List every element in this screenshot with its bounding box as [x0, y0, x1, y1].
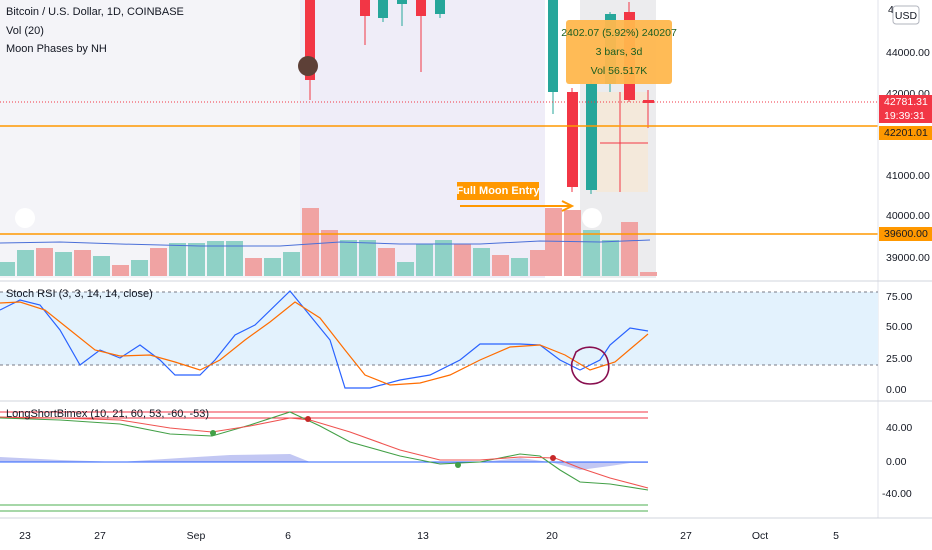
level-badge [879, 126, 932, 140]
pane-label: 75.00 [886, 291, 912, 303]
date-label: 27 [680, 530, 692, 542]
date-label: 20 [546, 530, 558, 542]
fast-line [0, 411, 649, 491]
pane-label: 0.00 [886, 456, 907, 468]
indicator-label[interactable]: Moon Phases by NH [6, 43, 107, 55]
new-moon [298, 56, 318, 76]
date-axis: 23 27 Sep 6 13 20 27 Oct 5 [19, 530, 839, 542]
volume-bars [0, 208, 657, 276]
cross-dot [550, 455, 556, 461]
level-price: 39600.00 [884, 228, 928, 240]
date-label: 23 [19, 530, 31, 542]
cross-dot [305, 416, 311, 422]
stoch-d [0, 301, 649, 386]
pane-label: -40.00 [882, 488, 912, 500]
date-label: 6 [285, 530, 291, 542]
currency[interactable]: USD [895, 10, 918, 22]
pane-label: 50.00 [886, 321, 912, 333]
symbol-title[interactable]: Bitcoin / U.S. Dollar, 1D, COINBASE [6, 6, 184, 18]
phase-band [300, 0, 545, 278]
measure-box [596, 92, 648, 192]
price-badge [879, 95, 932, 123]
stoch-band [0, 292, 878, 365]
cross-dot [210, 430, 216, 436]
level-price: 42201.01 [884, 127, 928, 139]
date-label: 27 [94, 530, 106, 542]
measure-tooltip [566, 20, 672, 84]
last-price: 42781.31 [884, 96, 928, 108]
pane-label: 25.00 [886, 353, 912, 365]
stoch-k [0, 290, 649, 389]
date-label: 13 [417, 530, 429, 542]
date-label: Sep [187, 530, 206, 542]
countdown: 19:39:31 [884, 110, 925, 122]
price-label: 41000.00 [886, 170, 930, 182]
pane-title[interactable]: LongShortBimex (10, 21, 60, 53, -60, -53… [6, 408, 209, 420]
price-label: 39000.00 [886, 252, 930, 264]
price-label: 44000.00 [886, 47, 930, 59]
annotation-box [457, 182, 539, 200]
pane-label: 0.00 [886, 384, 907, 396]
level-badge [879, 227, 932, 241]
slow-line [0, 416, 649, 489]
date-label: Oct [752, 530, 768, 542]
phase-band [0, 0, 300, 278]
full-moon [582, 208, 602, 228]
hand-drawn-circle [570, 346, 610, 385]
tooltip-line: 3 bars, 3d [596, 46, 643, 58]
cross-dot [455, 462, 461, 468]
volume-ma [0, 239, 651, 247]
annotation: Full Moon Entry [456, 185, 540, 197]
full-moon [15, 208, 35, 228]
indicator-label[interactable]: Vol (20) [6, 25, 44, 37]
tooltip-line: 2402.07 (5.92%) 240207 [561, 27, 677, 39]
pane-label: 40.00 [886, 422, 912, 434]
date-label: 5 [833, 530, 839, 542]
annotation-arrow [561, 200, 575, 212]
tooltip-line: Vol 56.517K [591, 65, 648, 77]
price-label: 40000.00 [886, 210, 930, 222]
pane-title[interactable]: Stoch RSI (3, 3, 14, 14, close) [6, 288, 153, 300]
currency-button[interactable] [892, 5, 920, 25]
